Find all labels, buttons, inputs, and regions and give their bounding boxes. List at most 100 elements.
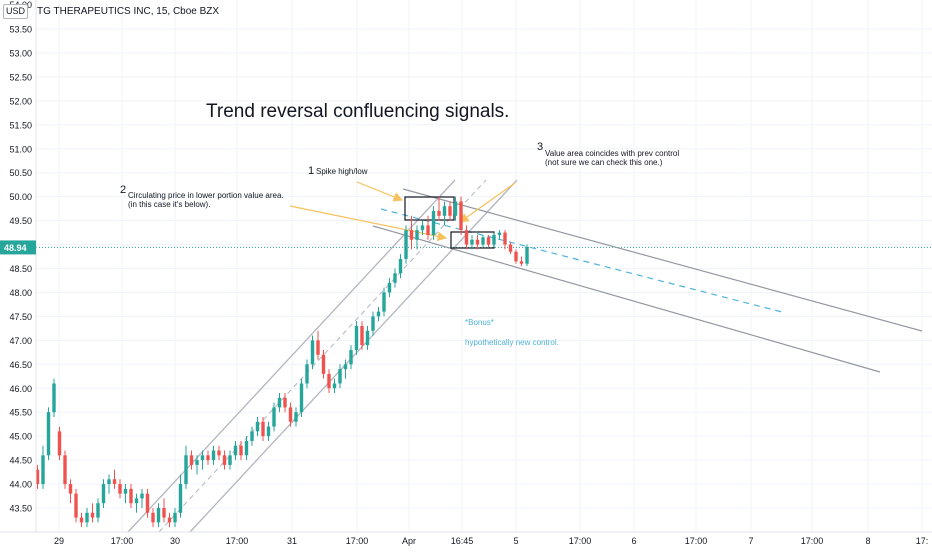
candle-body[interactable] (206, 455, 210, 461)
candle-body[interactable] (415, 230, 419, 240)
candle-body[interactable] (178, 484, 183, 513)
candle-body[interactable] (310, 340, 315, 365)
candle-body[interactable] (448, 206, 452, 216)
candle-body[interactable] (112, 479, 117, 485)
candle-body[interactable] (420, 225, 425, 231)
candle-body[interactable] (288, 407, 293, 422)
candle-body[interactable] (123, 488, 128, 494)
candle-body[interactable] (398, 258, 403, 274)
candle-body[interactable] (277, 397, 282, 408)
candle-body[interactable] (129, 488, 133, 504)
candle-body[interactable] (343, 364, 348, 370)
candle-body[interactable] (371, 316, 375, 331)
candle-body[interactable] (261, 421, 265, 437)
candle-body[interactable] (57, 431, 62, 456)
candle-body[interactable] (101, 484, 106, 504)
candle-body[interactable] (393, 273, 397, 283)
candle-body[interactable] (459, 201, 463, 231)
candle-body[interactable] (426, 225, 430, 235)
candle-body[interactable] (497, 232, 502, 235)
y-tick-label: 50.00 (9, 192, 32, 202)
candle-body[interactable] (184, 455, 188, 485)
candle-body[interactable] (442, 206, 447, 216)
candle-body[interactable] (195, 460, 199, 465)
candle-body[interactable] (525, 246, 529, 264)
candle-body[interactable] (85, 512, 89, 523)
candle-body[interactable] (250, 431, 254, 441)
candle-body[interactable] (96, 503, 100, 518)
candle-body[interactable] (118, 484, 122, 494)
label-value-area-1: Value area coincides with prev control (545, 149, 679, 158)
candle-body[interactable] (327, 373, 331, 389)
candle-body[interactable] (68, 484, 73, 494)
candle-body[interactable] (79, 517, 84, 523)
candle-body[interactable] (200, 455, 205, 461)
currency-badge[interactable]: USD (3, 4, 29, 19)
candle-body[interactable] (514, 251, 518, 262)
candle-body[interactable] (90, 512, 95, 518)
candle-body[interactable] (222, 455, 227, 465)
candle-body[interactable] (464, 230, 469, 245)
candle-body[interactable] (486, 237, 491, 245)
candle-body[interactable] (349, 349, 353, 365)
candle-body[interactable] (519, 261, 524, 264)
candle-body[interactable] (409, 230, 414, 240)
candle-body[interactable] (475, 239, 480, 245)
uptrend-channel-lower (189, 179, 518, 533)
candle-body[interactable] (272, 407, 276, 427)
candle-body[interactable] (332, 383, 337, 389)
candle-body[interactable] (228, 455, 232, 465)
candle-body[interactable] (151, 512, 155, 523)
candle-body[interactable] (46, 412, 51, 456)
candle-body[interactable] (107, 479, 111, 485)
candle-body[interactable] (211, 450, 216, 461)
candle-body[interactable] (338, 369, 342, 384)
candle-body[interactable] (437, 211, 441, 216)
y-tick-label: 50.50 (9, 168, 32, 178)
candle-body[interactable] (233, 445, 238, 456)
candle-body[interactable] (266, 426, 271, 437)
candle-body[interactable] (299, 383, 304, 413)
candle-body[interactable] (35, 469, 40, 485)
candle-body[interactable] (239, 445, 243, 456)
candle-body[interactable] (360, 325, 364, 346)
candle-body[interactable] (365, 330, 370, 346)
candle-body[interactable] (145, 493, 150, 513)
candle-body[interactable] (404, 230, 408, 259)
candle-body[interactable] (140, 493, 144, 499)
candle-body[interactable] (156, 508, 161, 523)
candle-body[interactable] (431, 211, 436, 235)
candle-body[interactable] (244, 440, 249, 456)
candle-body[interactable] (217, 450, 221, 456)
candle-body[interactable] (321, 354, 326, 374)
candle-body[interactable] (481, 237, 485, 245)
symbol-title[interactable]: TG THERAPEUTICS INC, 15, Cboe BZX (37, 3, 219, 19)
current-price-tag[interactable] (0, 240, 36, 255)
x-tick-label: 17:00 (346, 536, 369, 546)
candle-body[interactable] (316, 340, 320, 355)
candle-body[interactable] (63, 455, 67, 485)
candle-body[interactable] (376, 311, 381, 317)
candle-body[interactable] (305, 364, 309, 384)
candle-body[interactable] (508, 244, 513, 252)
candle-body[interactable] (134, 498, 139, 504)
candle-body[interactable] (503, 232, 507, 245)
candle-body[interactable] (453, 201, 458, 216)
candle-body[interactable] (41, 455, 45, 485)
candle-body[interactable] (173, 512, 177, 523)
candle-body[interactable] (74, 493, 78, 518)
candle-body[interactable] (167, 517, 172, 523)
candle-body[interactable] (387, 282, 392, 293)
candle-body[interactable] (354, 325, 359, 350)
candle-body[interactable] (382, 292, 386, 312)
candle-body[interactable] (162, 508, 166, 518)
candle-body[interactable] (470, 239, 474, 245)
candle-body[interactable] (492, 234, 496, 245)
candle-body[interactable] (255, 421, 260, 432)
candle-body[interactable] (52, 383, 56, 413)
candle-body[interactable] (294, 412, 298, 422)
candle-body[interactable] (283, 397, 287, 408)
candle-body[interactable] (189, 455, 194, 465)
